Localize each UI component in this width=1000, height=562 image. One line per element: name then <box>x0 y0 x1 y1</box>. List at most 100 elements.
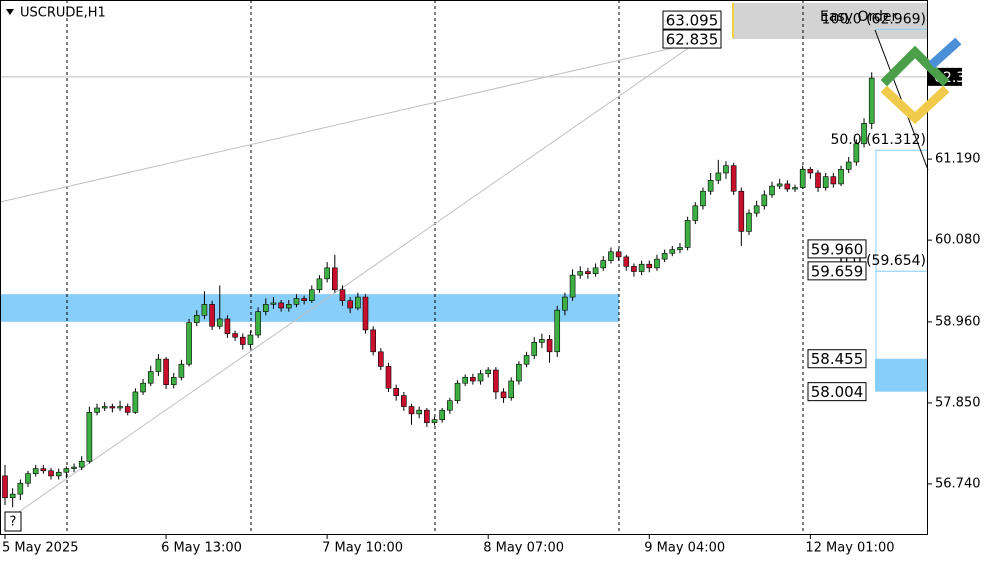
level-box <box>807 382 867 402</box>
candle-body <box>32 468 39 474</box>
candle-body <box>308 289 315 302</box>
candle-body <box>631 266 637 272</box>
candle-body <box>661 252 668 260</box>
candle-body <box>2 475 8 499</box>
trend-line <box>0 43 691 203</box>
panel-label[interactable]: Easy Order <box>820 9 897 25</box>
candle-body <box>278 302 284 309</box>
candle-body <box>477 373 484 382</box>
y-tick-label: 57.850 <box>935 395 981 410</box>
candle-body <box>454 382 461 402</box>
candle-body <box>539 339 545 343</box>
candle-body <box>416 409 422 415</box>
candle-body <box>485 369 492 374</box>
candle-body <box>861 123 867 145</box>
candle-body <box>431 419 438 423</box>
candle-body <box>401 395 407 407</box>
candle-body <box>378 351 384 367</box>
candle-body <box>40 468 47 472</box>
candle-body <box>746 212 752 232</box>
candle-body <box>439 409 445 420</box>
candle-body <box>393 387 399 396</box>
candle-body <box>753 205 760 214</box>
candle-body <box>830 176 837 185</box>
candle-body <box>730 165 737 192</box>
logo-yellow <box>880 85 950 125</box>
candle-body <box>370 329 376 353</box>
candle-body <box>324 267 330 280</box>
candle-body <box>715 172 722 181</box>
x-tick-label: 6 May 13:00 <box>161 541 242 556</box>
candle-body <box>493 369 499 393</box>
candle-body <box>769 185 775 196</box>
candle-body <box>17 482 24 495</box>
candle-body <box>608 251 614 261</box>
y-tick-label: 56.740 <box>935 476 981 491</box>
candle-body <box>55 471 62 477</box>
candle-body <box>516 363 522 382</box>
candle-body <box>677 247 683 250</box>
candle-body <box>508 380 515 399</box>
candle-body <box>447 400 453 411</box>
candle-body <box>355 296 361 309</box>
separators <box>66 0 804 535</box>
candle-body <box>332 267 338 291</box>
candle-body <box>799 169 806 188</box>
candle-body <box>178 363 185 378</box>
candle-body <box>838 169 844 185</box>
candle-body <box>554 309 561 353</box>
chart-title: USCRUDE,H1 <box>20 6 106 21</box>
candle-body <box>147 371 154 384</box>
level-label: 63.095 <box>666 12 719 30</box>
candle-body <box>216 318 223 327</box>
plot <box>2 72 875 508</box>
candle-body <box>531 342 538 356</box>
candle-body <box>600 260 607 269</box>
candle-body <box>94 407 100 413</box>
candle-body <box>424 409 430 423</box>
candle-body <box>140 382 146 393</box>
candle-body <box>247 334 254 345</box>
candle-body <box>109 406 116 409</box>
menu-arrow[interactable] <box>6 9 14 15</box>
candle-body <box>684 220 691 248</box>
trend-line <box>9 39 701 519</box>
candle-body <box>132 391 139 413</box>
candle-body <box>546 339 553 353</box>
trend-lines <box>0 39 701 519</box>
candle-body <box>784 183 791 190</box>
candle-body <box>638 263 645 272</box>
candle-body <box>224 318 231 334</box>
candle-body <box>9 493 16 499</box>
labels: 100.0 (62.969)50.0 (61.312)0.0 (59.654)5… <box>2 10 983 556</box>
plot-frame <box>0 0 928 535</box>
candle-body <box>101 406 108 409</box>
level-label: 59.960 <box>811 240 864 258</box>
candle-body <box>163 358 169 385</box>
candle-body <box>845 161 852 170</box>
candle-body <box>301 298 307 302</box>
x-tick-label: 8 May 07:00 <box>483 541 564 556</box>
candle-body <box>615 251 622 258</box>
y-tick-label: 61.190 <box>935 152 981 167</box>
candle-body <box>186 322 192 365</box>
candle-body <box>362 296 369 331</box>
candle-body <box>209 304 215 327</box>
level-box <box>807 261 867 281</box>
fib-label: 100.0 (62.969) <box>822 11 926 27</box>
candle-body <box>255 311 261 336</box>
candle-body <box>124 406 131 413</box>
candle-body <box>25 473 31 484</box>
help-box[interactable] <box>4 511 22 532</box>
candle-body <box>408 406 415 415</box>
candle-body <box>868 77 875 124</box>
candle-body <box>807 169 814 174</box>
fib-label: 50.0 (61.312) <box>830 132 926 148</box>
candle-body <box>71 466 77 469</box>
candle-body <box>339 289 346 302</box>
help-label[interactable]: ? <box>10 515 17 530</box>
level-label: 58.455 <box>811 350 864 368</box>
candle-body <box>500 391 507 399</box>
candle-body <box>193 315 200 323</box>
